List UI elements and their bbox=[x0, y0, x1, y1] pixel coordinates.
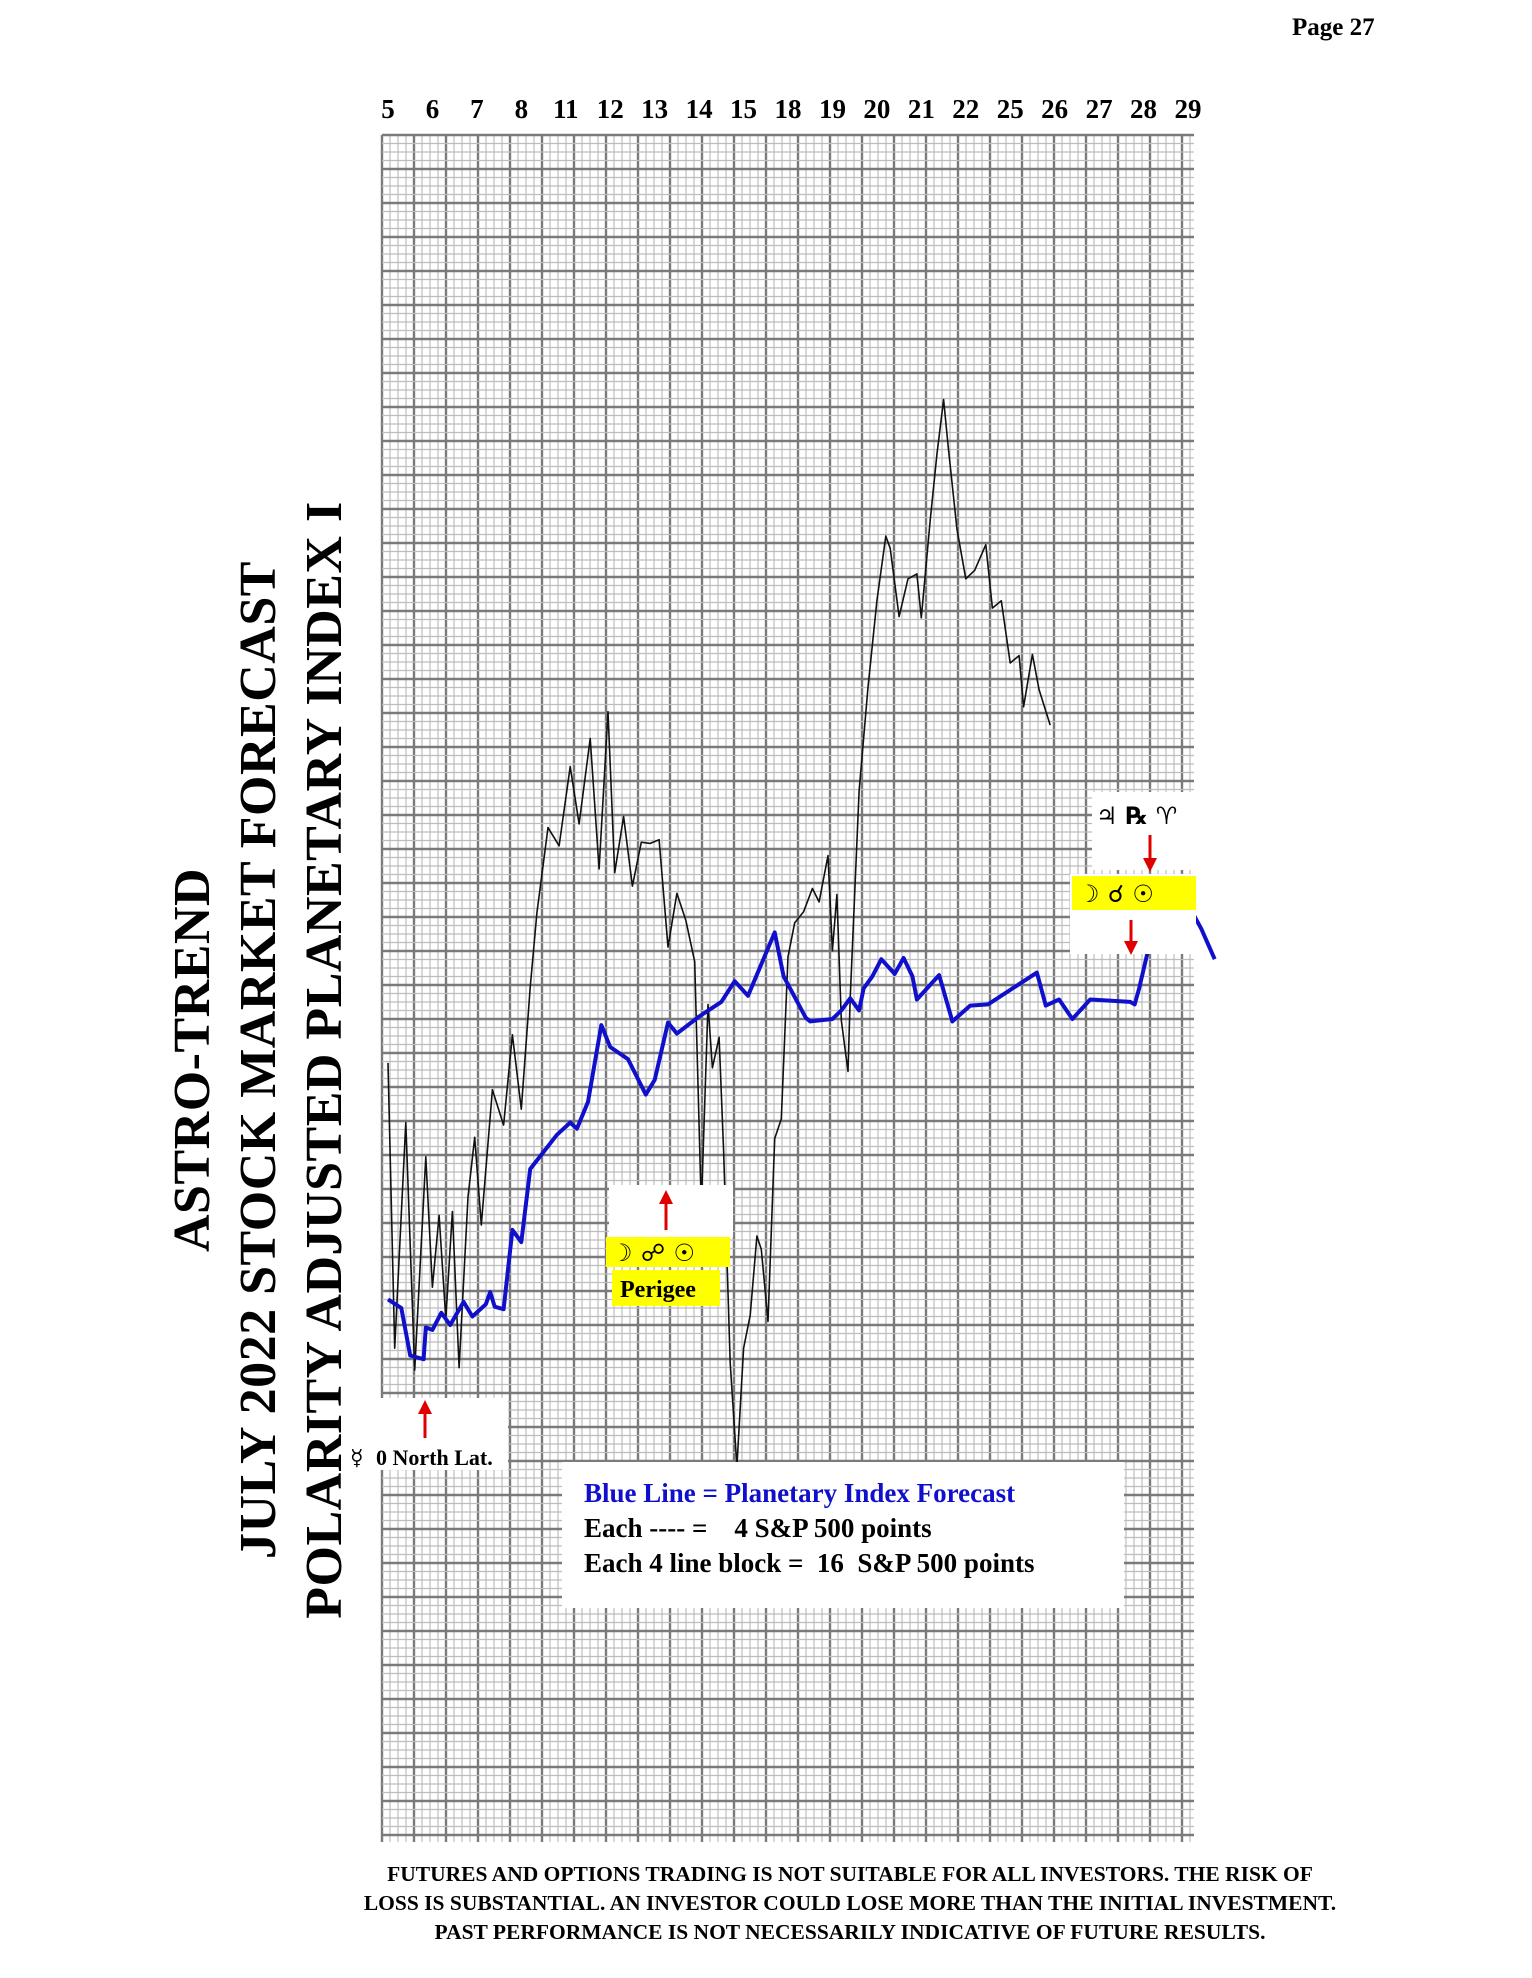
mercury-label: 0 North Lat. bbox=[376, 1445, 493, 1470]
disclaimer-line-3: PAST PERFORMANCE IS NOT NECESSARILY INDI… bbox=[434, 1920, 1266, 1944]
mercury-annotation: ☿ 0 North Lat. bbox=[350, 1398, 508, 1471]
top-right-arrow-2-head bbox=[1124, 941, 1138, 955]
legend-box: Blue Line = Planetary Index Forecast Eac… bbox=[562, 1462, 1124, 1608]
x-tick-label: 18 bbox=[775, 94, 802, 124]
x-tick-label: 5 bbox=[381, 94, 395, 124]
legend-blue-line: Blue Line = Planetary Index Forecast bbox=[584, 1478, 1015, 1508]
perigee-label-highlight bbox=[612, 1270, 720, 1306]
x-tick-label: 26 bbox=[1041, 94, 1068, 124]
legend-each-line: Each ---- = 4 S&P 500 points bbox=[584, 1513, 932, 1543]
x-tick-label: 20 bbox=[863, 94, 890, 124]
actual-price-line bbox=[387, 398, 1051, 1468]
disclaimer: FUTURES AND OPTIONS TRADING IS NOT SUITA… bbox=[230, 1860, 1470, 1947]
legend-each-block: Each 4 line block = 16 S&P 500 points bbox=[584, 1548, 1034, 1578]
x-tick-label: 14 bbox=[686, 94, 713, 124]
x-tick-label: 29 bbox=[1175, 94, 1202, 124]
x-tick-label: 7 bbox=[470, 94, 484, 124]
top-right-arrow-1-head bbox=[1143, 858, 1157, 872]
x-tick-label: 28 bbox=[1130, 94, 1157, 124]
top-right-annotation: ♃ ℞ ♈ ☽ ☌ ☉ bbox=[1070, 792, 1218, 955]
perigee-arrow-head bbox=[659, 1190, 673, 1204]
x-tick-label: 19 bbox=[819, 94, 846, 124]
perigee-annotation: ☽ ☍ ☉ Perigee bbox=[606, 1185, 733, 1306]
conjunction-highlight bbox=[1072, 876, 1196, 910]
forecast-line bbox=[386, 890, 1217, 1362]
x-tick-label: 22 bbox=[952, 94, 979, 124]
x-tick-label: 21 bbox=[908, 94, 935, 124]
page-number: Page 27 bbox=[1292, 14, 1375, 41]
x-tick-label: 25 bbox=[997, 94, 1024, 124]
x-tick-label: 8 bbox=[515, 94, 529, 124]
perigee-symbols-highlight bbox=[606, 1237, 730, 1267]
perigee-label: Perigee bbox=[620, 1277, 696, 1303]
moon-conj-sun-symbols: ☽ ☌ ☉ bbox=[1078, 880, 1154, 908]
x-tick-label: 15 bbox=[730, 94, 757, 124]
x-tick-label: 6 bbox=[426, 94, 440, 124]
mercury-arrow-head bbox=[418, 1400, 432, 1414]
jupiter-retro-aries-symbols: ♃ ℞ ♈ bbox=[1096, 802, 1177, 830]
x-tick-label: 27 bbox=[1086, 94, 1113, 124]
x-tick-label: 11 bbox=[553, 94, 579, 124]
x-tick-label: 13 bbox=[641, 94, 668, 124]
perigee-symbols: ☽ ☍ ☉ bbox=[611, 1239, 695, 1267]
mercury-symbol: ☿ bbox=[350, 1446, 364, 1471]
x-tick-label: 12 bbox=[597, 94, 624, 124]
x-axis-ticks: 5 6 7 8 11 12 13 14 15 18 19 20 21 22 25 26 27 28 29 bbox=[381, 94, 1201, 124]
disclaimer-line-2: LOSS IS SUBSTANTIAL. AN INVESTOR COULD L… bbox=[363, 1891, 1337, 1915]
disclaimer-line-1: FUTURES AND OPTIONS TRADING IS NOT SUITA… bbox=[387, 1862, 1313, 1886]
